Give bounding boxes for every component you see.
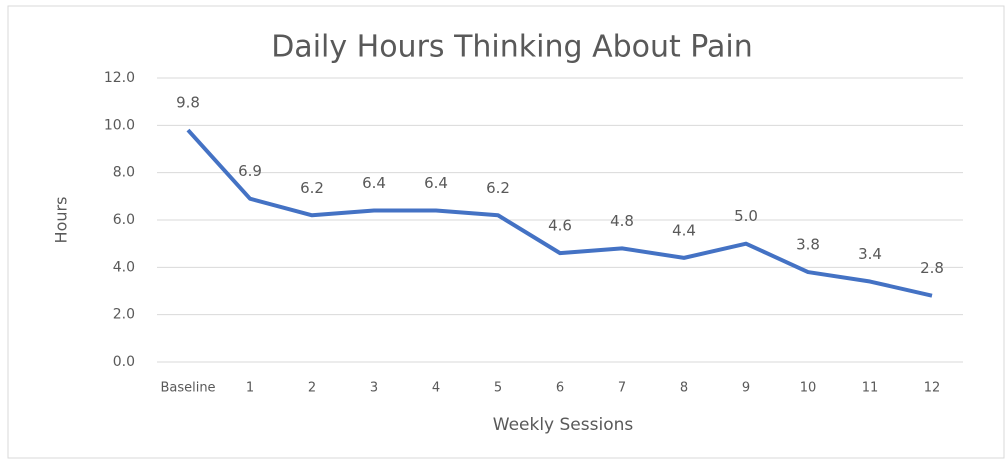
x-tick-label: 12 bbox=[924, 381, 941, 396]
data-label: 3.8 bbox=[796, 236, 820, 254]
x-tick-label: 6 bbox=[556, 381, 564, 396]
x-tick-label: 4 bbox=[432, 381, 440, 396]
y-tick-label: 8.0 bbox=[113, 165, 135, 181]
data-label: 2.8 bbox=[920, 259, 944, 277]
y-tick-label: 4.0 bbox=[113, 259, 135, 275]
y-tick-label: 0.0 bbox=[113, 354, 135, 370]
y-axis-title: Hours bbox=[52, 197, 71, 244]
x-tick-label: 10 bbox=[800, 381, 817, 396]
x-tick-label: 9 bbox=[742, 381, 750, 396]
x-tick-label: 11 bbox=[862, 381, 879, 396]
line-series bbox=[186, 128, 933, 298]
data-label: 6.4 bbox=[424, 174, 448, 192]
data-label: 6.2 bbox=[300, 179, 324, 197]
y-tick-label: 6.0 bbox=[113, 212, 135, 228]
y-tick-label: 2.0 bbox=[113, 307, 135, 323]
x-axis-title: Weekly Sessions bbox=[493, 415, 634, 435]
x-tick-label: 1 bbox=[246, 381, 254, 396]
x-tick-label: 5 bbox=[494, 381, 502, 396]
x-tick-label: 3 bbox=[370, 381, 378, 396]
data-label: 6.9 bbox=[238, 162, 262, 180]
data-label: 4.8 bbox=[610, 212, 634, 230]
x-tick-label: 8 bbox=[680, 381, 688, 396]
x-tick-label: 2 bbox=[308, 381, 316, 396]
y-tick-label: 10.0 bbox=[104, 117, 135, 133]
chart-border bbox=[7, 5, 1005, 459]
x-tick-label: 7 bbox=[618, 381, 626, 396]
data-label: 6.4 bbox=[362, 174, 386, 192]
data-label: 3.4 bbox=[858, 245, 882, 263]
data-label: 6.2 bbox=[486, 179, 510, 197]
data-label: 9.8 bbox=[176, 94, 200, 112]
chart-title: Daily Hours Thinking About Pain bbox=[271, 30, 753, 65]
x-tick-label: Baseline bbox=[160, 381, 215, 396]
data-label: 4.4 bbox=[672, 221, 696, 239]
y-tick-label: 12.0 bbox=[104, 70, 135, 86]
data-label: 5.0 bbox=[734, 207, 758, 225]
data-label: 4.6 bbox=[548, 217, 572, 235]
